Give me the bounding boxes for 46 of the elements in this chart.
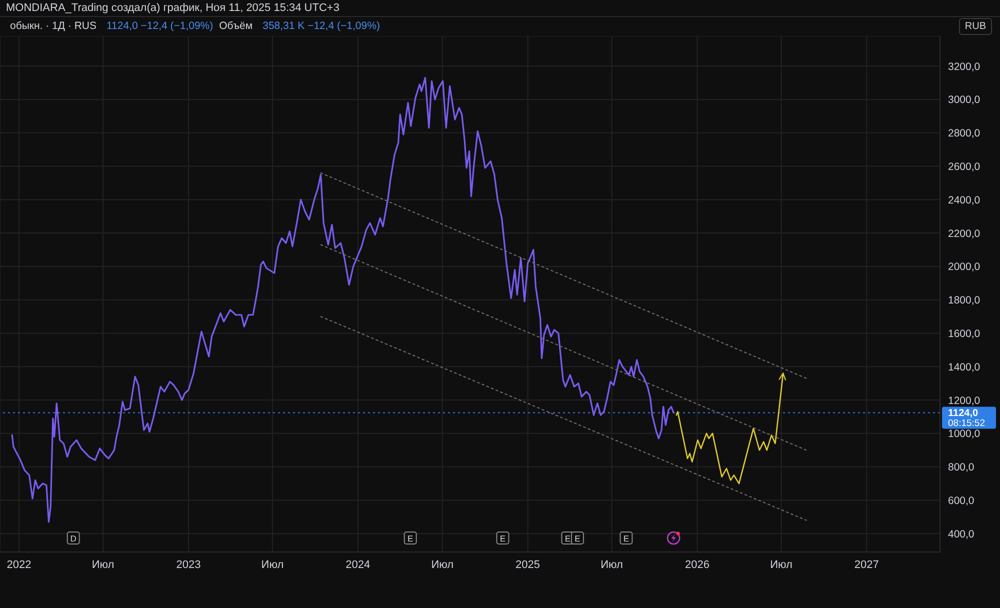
y-tick-label: 400,0: [948, 528, 974, 540]
x-tick-label: Июл: [600, 558, 623, 571]
text: Объём: [219, 20, 253, 32]
chart-title: обыкн. · 1Д · RUS: [10, 20, 96, 32]
letter-badge: E: [570, 532, 584, 544]
y-tick-label: 1800,0: [948, 294, 980, 307]
annotation: E: [564, 534, 571, 544]
x-tick-label: Июл: [92, 558, 114, 571]
annotation: E: [574, 534, 581, 544]
annotation: D: [70, 534, 76, 544]
x-tick-label: 2022: [6, 558, 32, 571]
text: 08:15:52: [948, 418, 985, 430]
y-tick-label: 2600,0: [948, 160, 980, 173]
y-tick-label: 2200,0: [948, 228, 980, 240]
ref-line-label: 1124,0: [948, 408, 978, 420]
line-series: [11, 76, 674, 523]
letter-badge: D: [66, 532, 80, 544]
text: 1124,0 −12,4 (−1,09%): [106, 20, 214, 32]
x-tick-label: 2024: [346, 558, 370, 571]
chart-subtitle: MONDIARA_Trading создал(а) график, Ноя 11, 2025 15:34 UTC+3: [6, 2, 340, 14]
annotation: E: [623, 534, 630, 544]
y-tick-label: 600,0: [948, 494, 974, 507]
x-tick-label: Июл: [431, 558, 454, 571]
letter-badge: E: [496, 532, 510, 544]
y-tick-label: 1400,0: [948, 361, 980, 374]
x-tick-label: Июл: [261, 558, 284, 571]
y-tick-label: 2800,0: [948, 128, 980, 140]
letter-badge: E: [620, 532, 633, 544]
annotation: E: [408, 534, 414, 544]
annotation: E: [500, 534, 506, 544]
letter-badge: E: [404, 532, 417, 544]
x-tick-label: 2026: [684, 558, 710, 571]
y-tick-label: 1600,0: [948, 328, 980, 340]
x-tick-label: 2023: [176, 558, 201, 571]
text: 358,31 K −12,4 (−1,09%): [262, 20, 380, 32]
y-tick-label: 3200,0: [948, 60, 980, 73]
x-tick-label: 2025: [516, 558, 540, 571]
y-tick-label: 3000,0: [948, 94, 980, 106]
x-tick-label: 2027: [854, 558, 879, 571]
y-tick-label: 2000,0: [948, 261, 980, 274]
x-tick-label: Июл: [770, 558, 792, 571]
y-tick-label: 800,0: [948, 462, 974, 474]
y-axis-title: RUB: [958, 18, 992, 35]
y-tick-label: 2400,0: [948, 194, 980, 206]
y-tick-label: 1200,0: [948, 394, 980, 407]
y-tick-label: 1000,0: [948, 428, 980, 440]
